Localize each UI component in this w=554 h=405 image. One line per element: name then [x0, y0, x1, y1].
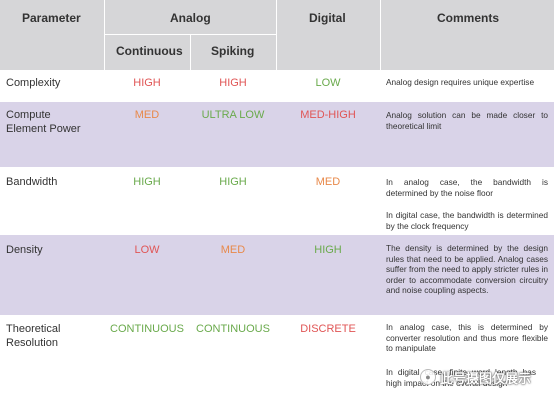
cell-bandwidth-comment-digital: In digital case, the bandwidth is determ… [386, 210, 548, 231]
cell-complexity-digital: LOW [315, 77, 341, 89]
watermark: ● 此号摄图仅展示 [420, 366, 550, 388]
row-param-compute-power: Compute Element Power [6, 109, 81, 135]
table-row [0, 315, 554, 405]
cell-bandwidth-comment-analog: In analog case, the bandwidth is determi… [386, 177, 548, 198]
header-analog: Analog [170, 11, 211, 25]
cell-resolution-comment-analog: In analog case, this is determined by co… [386, 322, 548, 353]
cell-power-continuous: MED [134, 109, 160, 121]
cell-power-digital: MED-HIGH [300, 109, 356, 121]
cell-power-comment: Analog solution can be made closer to th… [386, 110, 548, 131]
cell-bandwidth-continuous: HIGH [133, 176, 161, 188]
header-digital: Digital [309, 11, 346, 25]
cell-density-digital: HIGH [314, 244, 342, 256]
row-param-density: Density [6, 244, 43, 256]
header-continuous: Continuous [116, 44, 183, 58]
cell-complexity-spiking: HIGH [219, 77, 247, 89]
cell-complexity-continuous: HIGH [133, 77, 161, 89]
wechat-icon: ● [420, 369, 436, 385]
watermark-text: 此号摄图仅展示 [440, 370, 532, 386]
cell-resolution-spiking: CONTINUOUS [196, 323, 270, 335]
cell-bandwidth-digital: MED [315, 176, 341, 188]
header-spiking: Spiking [211, 44, 255, 58]
table-header [0, 0, 554, 70]
table-row [0, 70, 554, 102]
table-row [0, 235, 554, 315]
cell-bandwidth-spiking: HIGH [219, 176, 247, 188]
cell-density-comment: The density is determined by the design … [386, 243, 548, 295]
row-param-complexity: Complexity [6, 77, 61, 89]
cell-density-continuous: LOW [134, 244, 160, 256]
cell-resolution-comment-digital: In digital case, finite word length has … [386, 367, 536, 388]
table-row [0, 167, 554, 235]
table-row [0, 102, 554, 167]
row-param-bandwidth: Bandwidth [6, 176, 58, 188]
header-parameter: Parameter [22, 11, 81, 25]
header-comments: Comments [437, 11, 500, 25]
row-param-resolution: Theoretical Resolution [6, 323, 61, 349]
cell-complexity-comment: Analog design requires unique expertise [386, 77, 535, 87]
cell-power-spiking: ULTRA LOW [201, 109, 265, 121]
cell-resolution-digital: DISCRETE [300, 323, 356, 335]
cell-density-spiking: MED [220, 244, 246, 256]
cell-resolution-continuous: CONTINUOUS [110, 323, 184, 335]
